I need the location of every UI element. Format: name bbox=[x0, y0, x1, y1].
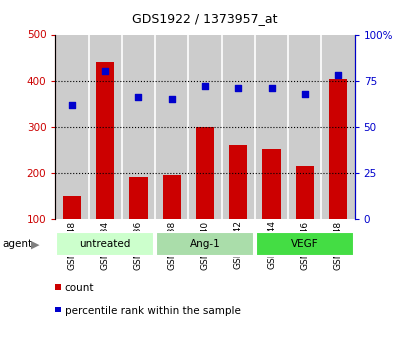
Text: untreated: untreated bbox=[79, 239, 130, 248]
Bar bbox=[96, 62, 114, 219]
Point bbox=[102, 69, 108, 74]
Bar bbox=[321, 34, 354, 219]
Bar bbox=[162, 175, 180, 219]
Point bbox=[334, 72, 340, 78]
Bar bbox=[155, 34, 188, 219]
Text: VEGF: VEGF bbox=[290, 239, 318, 248]
Text: count: count bbox=[65, 283, 94, 293]
Bar bbox=[255, 233, 353, 256]
Bar bbox=[129, 177, 147, 219]
Bar bbox=[288, 34, 321, 219]
Point bbox=[267, 85, 274, 91]
Bar bbox=[196, 127, 213, 219]
Bar bbox=[229, 145, 247, 219]
Bar bbox=[63, 196, 81, 219]
Point bbox=[168, 96, 175, 102]
Bar bbox=[188, 34, 221, 219]
Bar bbox=[262, 149, 280, 219]
Text: ▶: ▶ bbox=[31, 239, 39, 249]
Text: agent: agent bbox=[2, 239, 32, 249]
Point bbox=[69, 102, 75, 107]
Bar bbox=[254, 34, 288, 219]
Text: percentile rank within the sample: percentile rank within the sample bbox=[65, 306, 240, 315]
Point bbox=[234, 85, 241, 91]
Point bbox=[135, 95, 142, 100]
Text: GDS1922 / 1373957_at: GDS1922 / 1373957_at bbox=[132, 12, 277, 25]
Bar bbox=[121, 34, 155, 219]
Bar bbox=[295, 166, 313, 219]
Text: Ang-1: Ang-1 bbox=[189, 239, 220, 248]
Point bbox=[301, 91, 307, 96]
Bar bbox=[328, 79, 346, 219]
Bar bbox=[55, 34, 88, 219]
Point bbox=[201, 83, 208, 89]
Bar bbox=[56, 233, 154, 256]
Bar bbox=[155, 233, 254, 256]
Bar bbox=[221, 34, 254, 219]
Bar bbox=[88, 34, 121, 219]
